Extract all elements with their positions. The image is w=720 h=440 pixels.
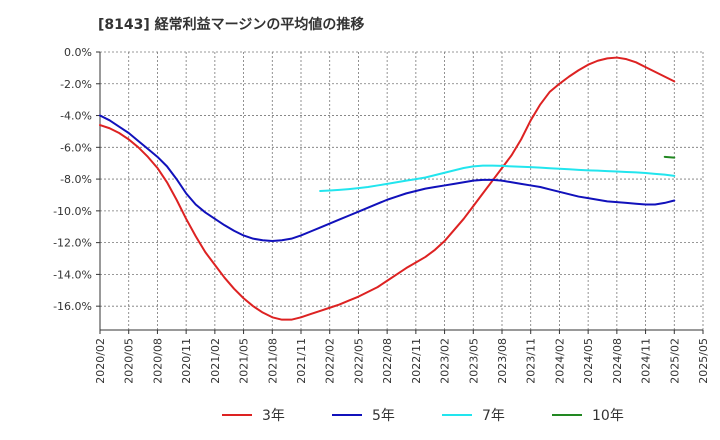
series-line-3年 — [99, 56, 676, 321]
legend-item: 7年 — [442, 408, 505, 424]
y-tick-label: -12.0% — [53, 237, 92, 250]
legend-label: 5年 — [372, 408, 395, 424]
series-line-7年 — [319, 164, 676, 192]
x-tick-label: 2023/08 — [496, 338, 509, 384]
chart-title: [8143] 経常利益マージンの平均値の推移 — [98, 17, 365, 33]
x-tick-label: 2023/05 — [467, 338, 480, 384]
x-tick-label: 2024/08 — [611, 338, 624, 384]
legend-item: 3年 — [222, 408, 285, 424]
x-tick-label: 2020/08 — [151, 338, 164, 384]
x-tick-label: 2020/05 — [123, 338, 136, 384]
legend-label: 3年 — [262, 408, 285, 424]
x-tick-label: 2022/02 — [324, 338, 337, 384]
x-tick-label: 2021/08 — [266, 338, 279, 384]
legend-label: 10年 — [592, 408, 624, 424]
x-tick-label: 2024/02 — [553, 338, 566, 384]
y-tick-label: -6.0% — [60, 141, 92, 154]
y-tick-label: -14.0% — [53, 268, 92, 281]
y-tick-label: -8.0% — [60, 173, 92, 186]
y-tick-label: 0.0% — [64, 46, 92, 59]
x-tick-label: 2022/08 — [381, 338, 394, 384]
legend-label: 7年 — [482, 408, 505, 424]
x-tick-label: 2020/11 — [180, 338, 193, 384]
series-line-5年 — [99, 114, 676, 243]
x-tick-label: 2020/02 — [94, 338, 107, 384]
y-tick-label: -2.0% — [60, 78, 92, 91]
x-tick-label: 2023/02 — [439, 338, 452, 384]
x-tick-label: 2022/05 — [352, 338, 365, 384]
y-tick-label: -4.0% — [60, 110, 92, 123]
x-tick-label: 2021/02 — [209, 338, 222, 384]
x-tick-label: 2021/11 — [295, 338, 308, 384]
x-tick-label: 2023/11 — [525, 338, 538, 384]
x-tick-label: 2024/05 — [582, 338, 595, 384]
series-line-10年 — [663, 155, 676, 159]
legend-item: 5年 — [332, 408, 395, 424]
y-tick-label: -10.0% — [53, 205, 92, 218]
x-tick-label: 2022/11 — [410, 338, 423, 384]
x-tick-label: 2025/02 — [668, 338, 681, 384]
plot-area — [100, 52, 703, 330]
x-tick-label: 2024/11 — [640, 338, 653, 384]
x-tick-label: 2025/05 — [697, 338, 710, 384]
y-tick-label: -16.0% — [53, 300, 92, 313]
legend-item: 10年 — [552, 408, 624, 424]
x-tick-label: 2021/05 — [238, 338, 251, 384]
